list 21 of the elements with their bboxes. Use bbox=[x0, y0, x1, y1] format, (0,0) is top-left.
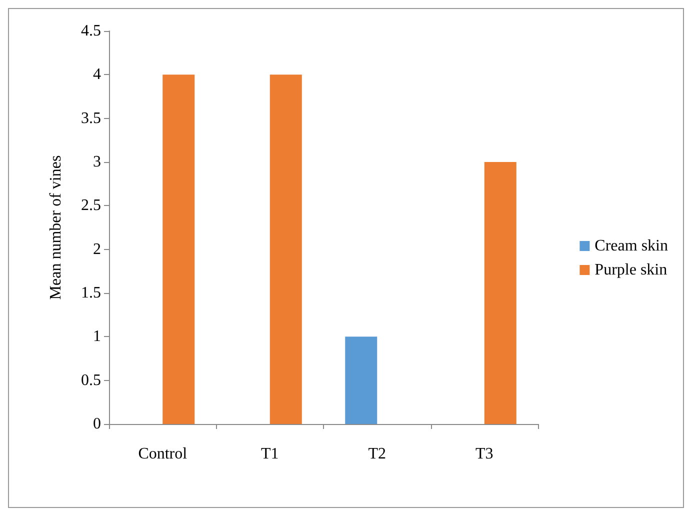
y-tick-label: 4 bbox=[93, 66, 101, 84]
bar bbox=[484, 162, 516, 424]
y-tick-label: 0.5 bbox=[81, 372, 101, 389]
y-tick-label: 3 bbox=[93, 154, 101, 170]
y-tick-label: 0 bbox=[93, 416, 101, 432]
bar bbox=[162, 74, 195, 424]
legend-label: Purple skin bbox=[594, 262, 668, 278]
y-tick-label: 1.5 bbox=[81, 284, 101, 302]
legend-label: Cream skin bbox=[594, 238, 668, 254]
y-tick-label: 4.5 bbox=[81, 22, 101, 40]
x-tick-label: Control bbox=[138, 446, 188, 462]
x-tick-label: T2 bbox=[368, 446, 386, 462]
y-tick-label: 2.5 bbox=[81, 197, 101, 214]
bar bbox=[345, 336, 378, 424]
y-tick-label: 3.5 bbox=[81, 110, 101, 127]
x-tick-label: T3 bbox=[475, 446, 494, 462]
y-tick-label: 2 bbox=[93, 240, 101, 258]
y-axis-title: Mean number of vines bbox=[48, 155, 64, 300]
y-tick-label: 1 bbox=[93, 328, 101, 346]
bar bbox=[270, 74, 302, 424]
x-tick-label: T1 bbox=[260, 446, 279, 462]
